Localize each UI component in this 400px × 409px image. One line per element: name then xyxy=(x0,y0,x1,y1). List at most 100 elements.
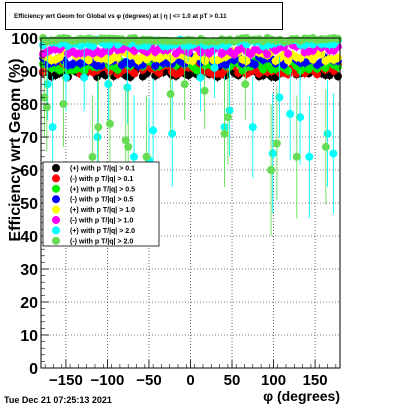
legend-marker xyxy=(52,226,60,235)
y-axis-tick-labels: 0 10 20 30 40 50 60 70 80 90 100 xyxy=(11,31,38,378)
data-point xyxy=(84,56,93,65)
data-point xyxy=(105,119,114,128)
data-point xyxy=(317,50,326,59)
legend-marker xyxy=(52,174,60,183)
data-point xyxy=(329,149,338,158)
legend-marker xyxy=(52,216,60,224)
legend-items: (+) with p T/|q| > 0.1 (-) with p T/|q| >… xyxy=(52,164,135,245)
y-tick-label: 60 xyxy=(20,163,38,180)
data-point xyxy=(305,152,314,161)
data-point xyxy=(124,142,133,151)
data-point xyxy=(263,50,272,59)
legend-label: (+) with p T/|q| > 0.5 xyxy=(70,186,135,193)
data-point xyxy=(155,69,164,78)
data-point xyxy=(43,80,52,89)
data-point xyxy=(97,61,106,70)
data-point xyxy=(296,54,305,63)
y-tick-label: 20 xyxy=(20,295,38,312)
data-point xyxy=(323,129,332,138)
y-axis-label: Efficiency wrt Geom (%) xyxy=(7,58,24,241)
legend-marker xyxy=(52,205,60,214)
data-point xyxy=(248,123,257,132)
data-point xyxy=(130,69,139,78)
y-tick-label: 100 xyxy=(11,31,38,48)
data-point xyxy=(55,53,64,62)
chart-title-text: Efficiency wrt Geom for Global vs φ (deg… xyxy=(14,12,227,20)
data-point xyxy=(166,90,175,99)
data-point xyxy=(196,73,205,82)
legend-label: (+) with p T/|q| > 1.0 xyxy=(70,207,135,214)
data-point xyxy=(267,166,276,174)
data-point xyxy=(80,73,89,82)
x-tick-label: 100 xyxy=(261,372,286,389)
legend-marker xyxy=(52,195,60,204)
data-point xyxy=(48,123,57,132)
legend-marker xyxy=(52,184,60,193)
data-point xyxy=(333,53,342,62)
legend-label: (-) with p T/|q| > 0.1 xyxy=(70,176,133,183)
data-point xyxy=(88,152,97,161)
data-point xyxy=(220,129,229,138)
y-tick-label: 70 xyxy=(20,130,38,147)
data-points xyxy=(39,34,342,236)
data-point xyxy=(250,60,259,69)
data-point xyxy=(284,56,293,65)
legend-label: (-) with p T/|q| > 2.0 xyxy=(70,238,133,245)
data-point xyxy=(176,68,185,77)
x-tick-label: 50 xyxy=(224,372,241,389)
y-tick-label: 90 xyxy=(20,64,38,81)
data-point xyxy=(192,66,201,75)
data-point xyxy=(284,49,293,58)
data-point xyxy=(321,142,330,151)
legend-label: (-) with p T/|q| > 1.0 xyxy=(70,218,133,225)
data-point xyxy=(130,152,139,161)
data-point xyxy=(94,123,103,132)
data-point xyxy=(180,80,189,89)
data-point xyxy=(149,126,158,135)
y-tick-label: 10 xyxy=(20,328,38,345)
x-tick-label: 0 xyxy=(186,372,194,389)
legend-marker xyxy=(52,236,60,245)
data-point xyxy=(296,113,305,122)
data-point xyxy=(241,80,250,89)
data-point xyxy=(142,152,151,161)
legend-marker xyxy=(52,164,60,172)
data-point xyxy=(200,86,209,95)
y-tick-label: 40 xyxy=(20,229,38,246)
x-tick-label: −50 xyxy=(136,372,161,389)
y-tick-label: 50 xyxy=(20,196,38,213)
data-point xyxy=(168,129,177,138)
data-point xyxy=(333,34,342,43)
data-point xyxy=(123,83,132,92)
data-point xyxy=(242,57,251,66)
data-point xyxy=(275,93,284,102)
data-point xyxy=(55,66,64,75)
data-point xyxy=(121,136,130,145)
axis-ticks xyxy=(41,37,337,369)
data-point xyxy=(93,133,102,141)
data-point xyxy=(292,152,301,161)
data-point xyxy=(221,60,230,69)
data-point xyxy=(313,70,322,79)
data-point xyxy=(61,73,70,82)
data-point xyxy=(88,42,97,51)
timestamp: Tue Dec 21 07:25:13 2021 xyxy=(4,395,112,405)
data-point xyxy=(59,100,68,108)
legend-label: (+) with p T/|q| > 2.0 xyxy=(70,228,135,235)
legend-label: (+) with p T/|q| > 0.1 xyxy=(70,166,135,173)
data-point xyxy=(113,53,122,62)
x-tick-label: −150 xyxy=(49,372,83,389)
x-axis-tick-labels: −150 −100 −50 0 50 100 150 xyxy=(49,372,328,389)
data-point xyxy=(210,63,219,72)
x-axis-label: φ (degrees) xyxy=(263,388,340,404)
data-point xyxy=(272,139,281,148)
data-point xyxy=(268,149,277,158)
legend: (+) with p T/|q| > 0.1 (-) with p T/|q| >… xyxy=(42,161,160,247)
y-tick-label: 30 xyxy=(20,262,38,279)
data-point xyxy=(223,113,232,122)
y-tick-label: 0 xyxy=(29,361,38,378)
x-tick-label: 150 xyxy=(303,372,328,389)
data-point xyxy=(286,109,295,118)
data-point xyxy=(42,103,51,112)
